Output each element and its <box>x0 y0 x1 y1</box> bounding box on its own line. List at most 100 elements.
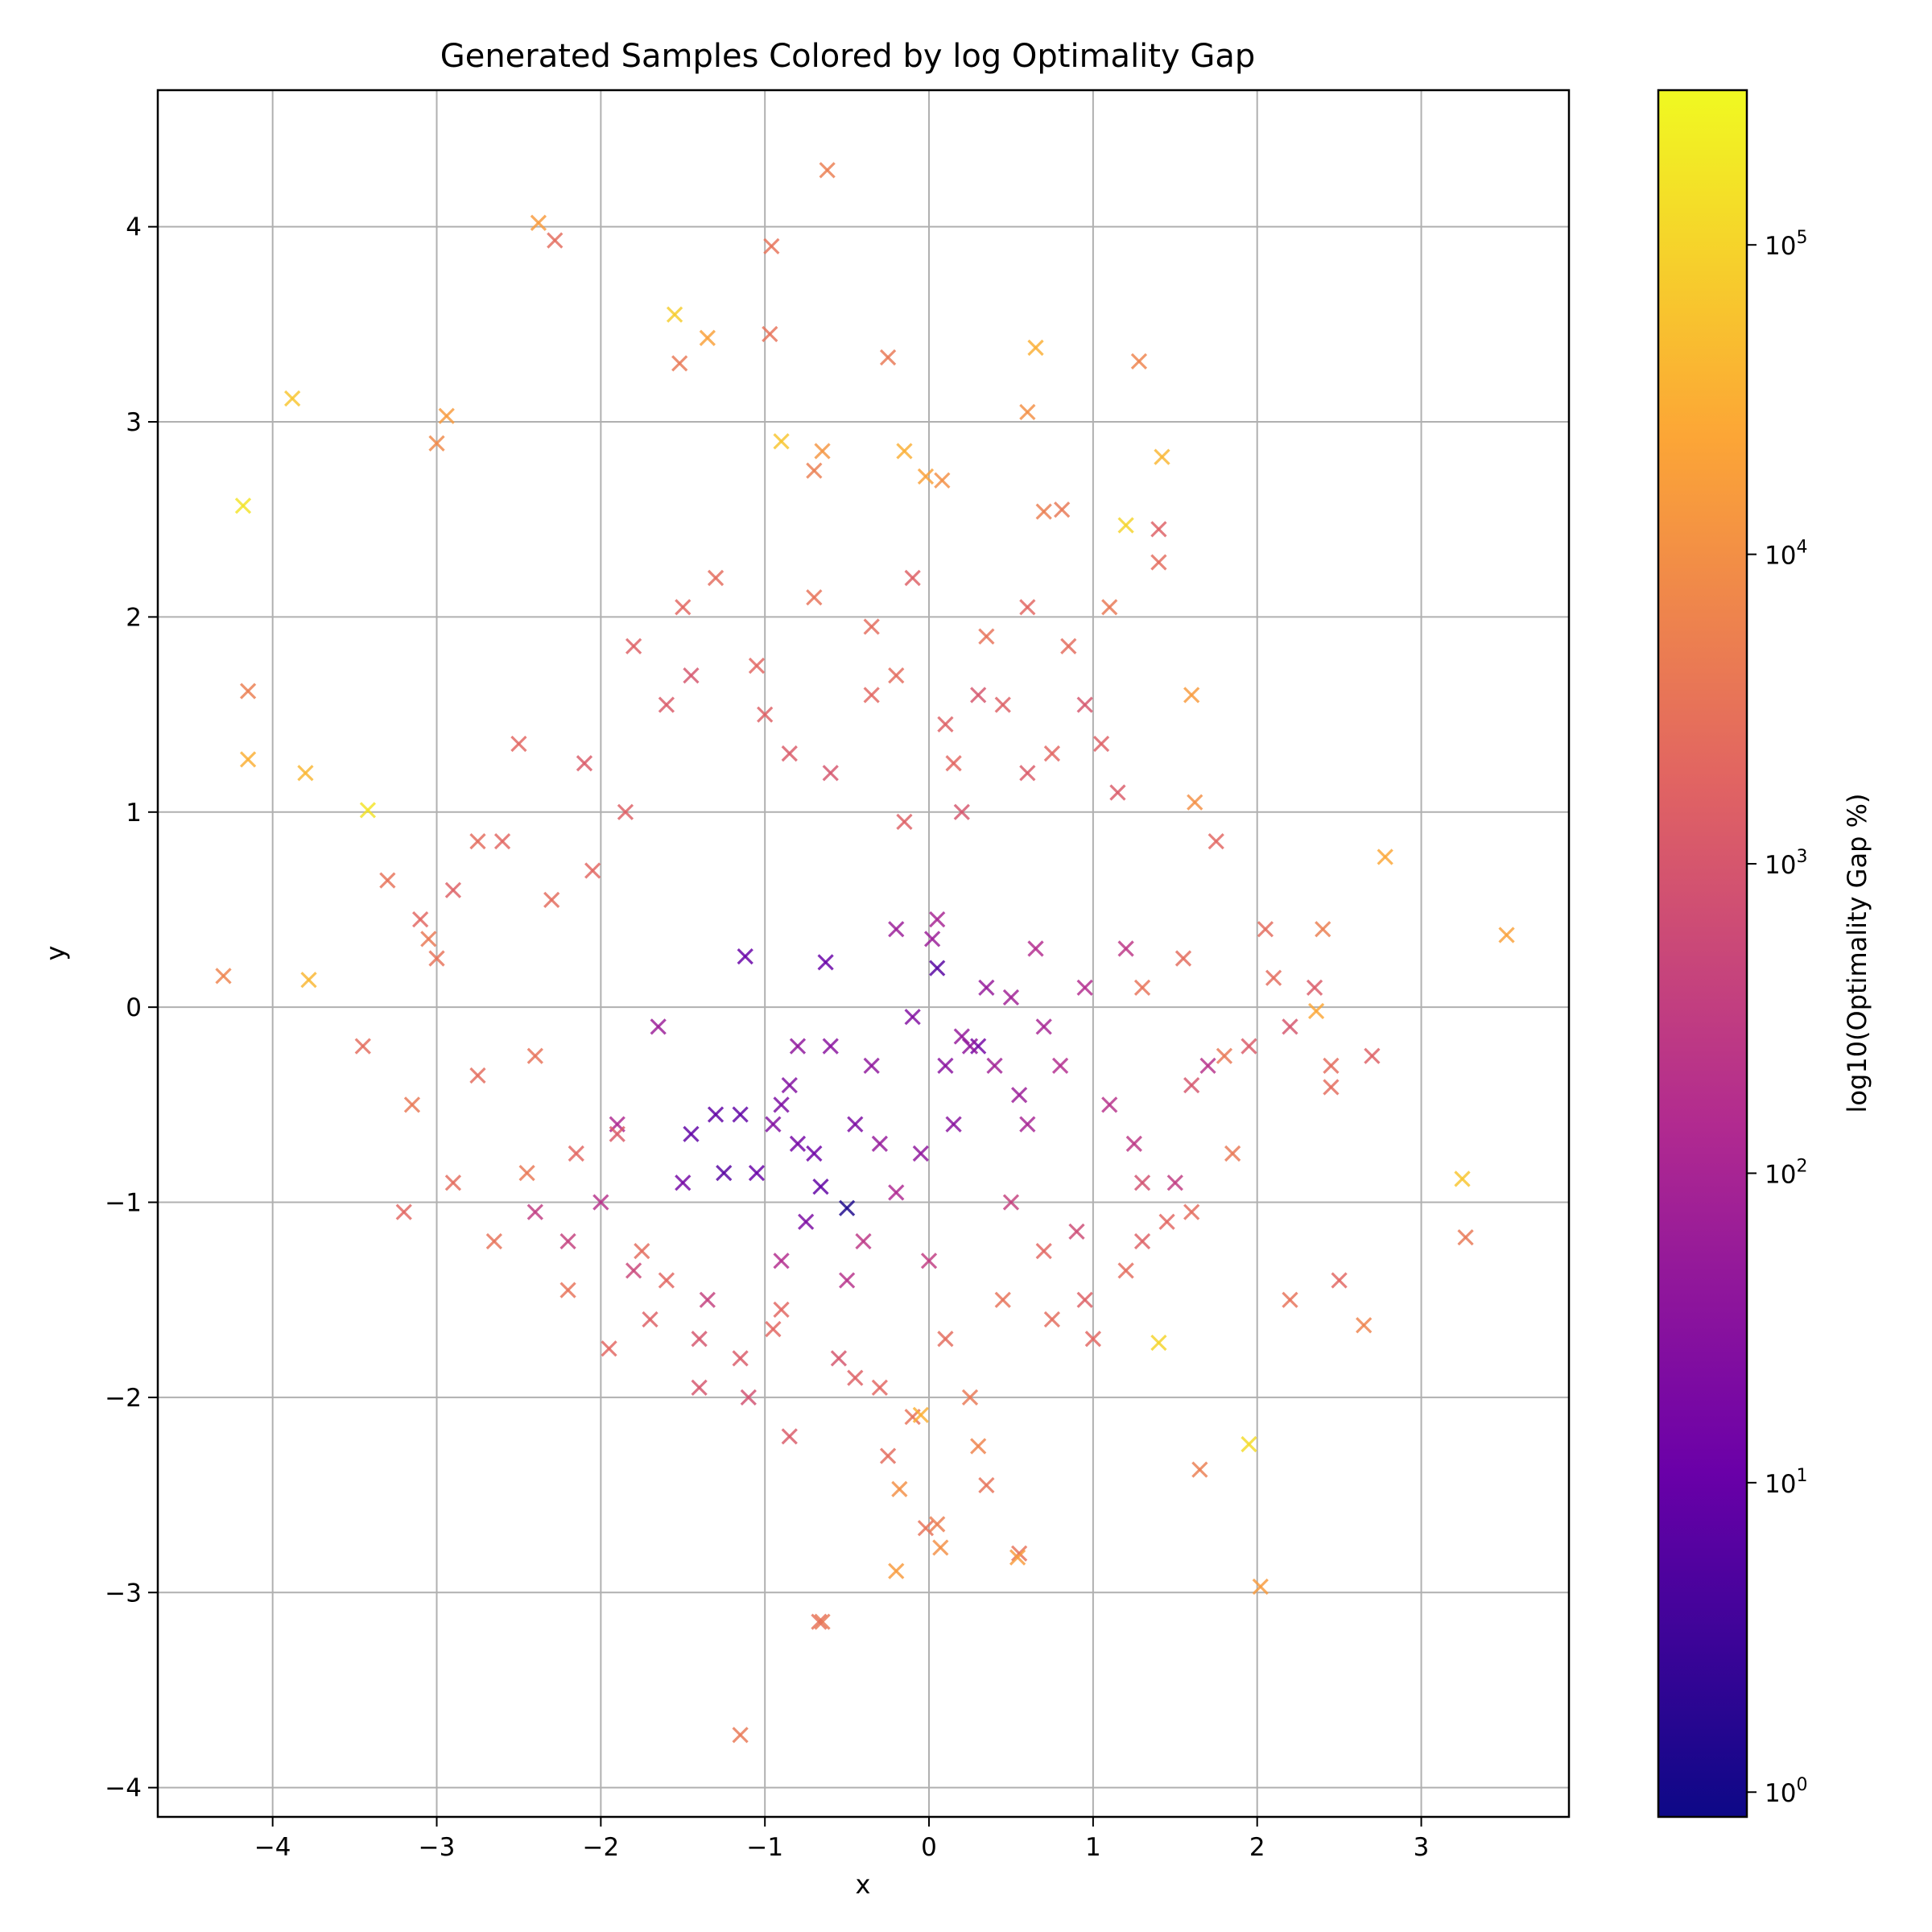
data-point-marker <box>1208 833 1224 850</box>
data-point-marker <box>814 443 831 460</box>
data-point-marker <box>822 1038 839 1055</box>
data-point-marker <box>863 1057 880 1074</box>
y-tick-label: 1 <box>126 799 142 828</box>
data-point-marker <box>1092 735 1110 753</box>
colorbar-label: log10(Optimality Gap %) <box>1842 794 1872 1113</box>
data-point-marker <box>961 1389 979 1406</box>
data-point-marker <box>806 589 823 606</box>
x-tick-label: 0 <box>921 1833 937 1862</box>
data-point-marker <box>1166 1174 1183 1191</box>
data-point-marker <box>732 1106 749 1123</box>
y-tick-label: −4 <box>105 1774 142 1803</box>
data-point-marker <box>691 1379 708 1396</box>
data-point-marker <box>1011 1087 1028 1104</box>
data-point-marker <box>891 1480 908 1497</box>
data-point-marker <box>625 1262 642 1279</box>
data-point-marker <box>1133 979 1151 997</box>
data-point-marker <box>284 390 301 407</box>
data-point-marker <box>1130 353 1148 370</box>
data-point-marker <box>1241 1435 1257 1453</box>
data-point-marker <box>773 1301 790 1318</box>
data-point-marker <box>239 751 257 768</box>
data-point-marker <box>1125 1135 1142 1152</box>
data-point-marker <box>1265 969 1282 986</box>
data-point-marker <box>642 1311 658 1328</box>
data-point-marker <box>923 931 941 947</box>
data-point-marker <box>1076 1291 1093 1308</box>
data-point-marker <box>819 162 836 179</box>
data-point-marker <box>1150 521 1167 538</box>
data-point-marker <box>526 1047 543 1064</box>
y-tick-label: −3 <box>105 1579 142 1608</box>
data-point-marker <box>888 1184 905 1201</box>
data-point-marker <box>683 1125 700 1142</box>
data-point-marker <box>1117 517 1134 534</box>
data-point-marker <box>683 667 700 684</box>
x-tick-label: 1 <box>1085 1833 1101 1862</box>
data-point-marker <box>879 349 897 366</box>
data-point-marker <box>412 910 429 928</box>
data-point-marker <box>547 232 564 249</box>
data-point-marker <box>781 1076 798 1094</box>
data-point-marker <box>1019 403 1036 421</box>
data-point-marker <box>420 931 437 947</box>
data-point-marker <box>789 1135 807 1152</box>
data-point-marker <box>1150 554 1167 571</box>
data-point-marker <box>1068 1223 1085 1241</box>
data-point-marker <box>822 765 839 782</box>
data-point-marker <box>879 1447 897 1464</box>
data-point-marker <box>1060 638 1077 654</box>
data-point-marker <box>601 1340 617 1357</box>
data-point-marker <box>757 706 774 723</box>
data-point-marker <box>814 1613 831 1630</box>
data-point-marker <box>1199 1057 1216 1074</box>
y-axis-label: y <box>40 946 71 961</box>
colorbar-frame <box>1657 89 1748 1818</box>
data-point-marker <box>871 1379 889 1396</box>
data-point-marker <box>978 979 995 997</box>
data-point-marker <box>493 833 511 850</box>
data-point-marker <box>592 1194 609 1211</box>
data-point-marker <box>1282 1018 1298 1035</box>
data-point-marker <box>912 1406 929 1423</box>
data-point-marker <box>1117 940 1134 957</box>
x-axis-label: x <box>856 1869 871 1900</box>
y-axis-ticks: −4 −3 −2 −1 0 1 2 3 4 <box>105 213 158 1803</box>
grid-lines <box>158 90 1569 1817</box>
data-point-marker <box>543 891 560 908</box>
data-point-marker <box>1257 921 1274 938</box>
data-point-marker <box>896 813 913 831</box>
data-point-marker <box>716 1165 733 1182</box>
colorbar-ticks: 100 101 102 103 104 105 <box>1747 228 1807 1808</box>
data-point-marker <box>1027 339 1044 357</box>
data-point-marker <box>1187 794 1203 811</box>
colorbar-tick-label: 105 <box>1765 228 1807 261</box>
data-point-marker <box>904 1009 921 1026</box>
data-point-marker <box>1224 1145 1241 1162</box>
data-point-marker <box>658 1272 675 1289</box>
data-point-marker <box>1454 1170 1471 1187</box>
data-point-marker <box>817 954 834 971</box>
data-point-marker <box>1002 1194 1020 1211</box>
data-point-marker <box>838 1272 856 1289</box>
colorbar-tick-label: 101 <box>1765 1466 1807 1499</box>
data-point-marker <box>994 1291 1011 1308</box>
data-point-marker <box>847 1369 864 1386</box>
data-point-marker <box>1315 921 1331 938</box>
data-point-marker <box>625 638 642 654</box>
data-point-marker <box>666 306 683 323</box>
x-tick-label: 3 <box>1414 1833 1430 1862</box>
data-point-marker <box>559 1232 576 1250</box>
data-point-marker <box>789 1038 807 1055</box>
data-point-marker <box>1011 1545 1028 1562</box>
data-point-marker <box>912 1145 929 1162</box>
data-point-marker <box>428 950 445 967</box>
data-point-marker <box>1051 1057 1069 1074</box>
data-point-marker <box>781 745 798 762</box>
data-point-marker <box>917 468 935 485</box>
data-point-marker <box>1498 927 1515 943</box>
data-point-marker <box>1241 1038 1257 1055</box>
data-point-marker <box>1282 1291 1298 1308</box>
data-point-marker <box>1158 1213 1175 1230</box>
data-point-marker <box>1457 1229 1474 1246</box>
